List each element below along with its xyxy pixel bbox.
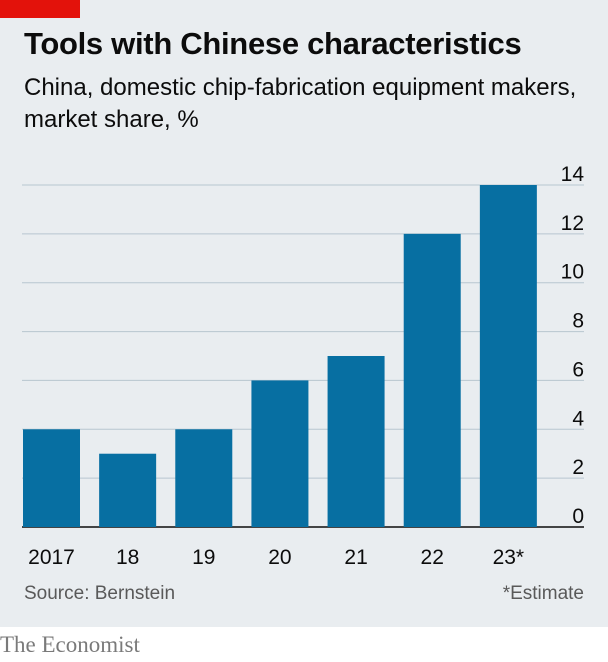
brand-wordmark: The Economist bbox=[0, 632, 140, 657]
estimate-note: *Estimate bbox=[502, 583, 584, 604]
x-tick-label: 22 bbox=[421, 546, 444, 569]
y-tick-label: 8 bbox=[572, 310, 584, 333]
y-tick-label: 6 bbox=[572, 358, 584, 381]
y-tick-label: 14 bbox=[561, 163, 585, 186]
x-tick-label: 19 bbox=[192, 546, 215, 569]
y-tick-label: 0 bbox=[572, 505, 584, 528]
y-tick-label: 4 bbox=[572, 407, 584, 430]
brand-red-tag bbox=[0, 0, 80, 18]
bar bbox=[23, 429, 80, 527]
x-tick-label: 21 bbox=[344, 546, 367, 569]
x-axis-ticks: 2017 18 19 20 21 22 23* bbox=[28, 546, 524, 569]
y-tick-label: 2 bbox=[572, 456, 584, 479]
source-note: Source: Bernstein bbox=[24, 583, 176, 604]
bar bbox=[251, 380, 309, 527]
x-tick-label: 18 bbox=[116, 546, 139, 569]
bar bbox=[403, 233, 461, 527]
y-tick-label: 10 bbox=[561, 261, 584, 284]
bar-chart: 0 2 4 6 8 10 12 14 2017 18 19 20 21 22 23* bbox=[22, 163, 585, 569]
x-tick-label: 23* bbox=[493, 546, 525, 569]
chart-subtitle: China, domestic chip-fabrication equipme… bbox=[24, 74, 577, 133]
bar bbox=[327, 356, 385, 527]
x-tick-label: 20 bbox=[268, 546, 291, 569]
bar bbox=[479, 185, 537, 527]
chart-title: Tools with Chinese characteristics bbox=[24, 26, 522, 61]
y-tick-label: 12 bbox=[561, 212, 584, 235]
bars bbox=[23, 185, 537, 527]
x-tick-label: 2017 bbox=[28, 546, 75, 569]
y-axis-ticks: 0 2 4 6 8 10 12 14 bbox=[561, 163, 585, 528]
bar bbox=[99, 453, 157, 527]
bar bbox=[175, 429, 233, 527]
